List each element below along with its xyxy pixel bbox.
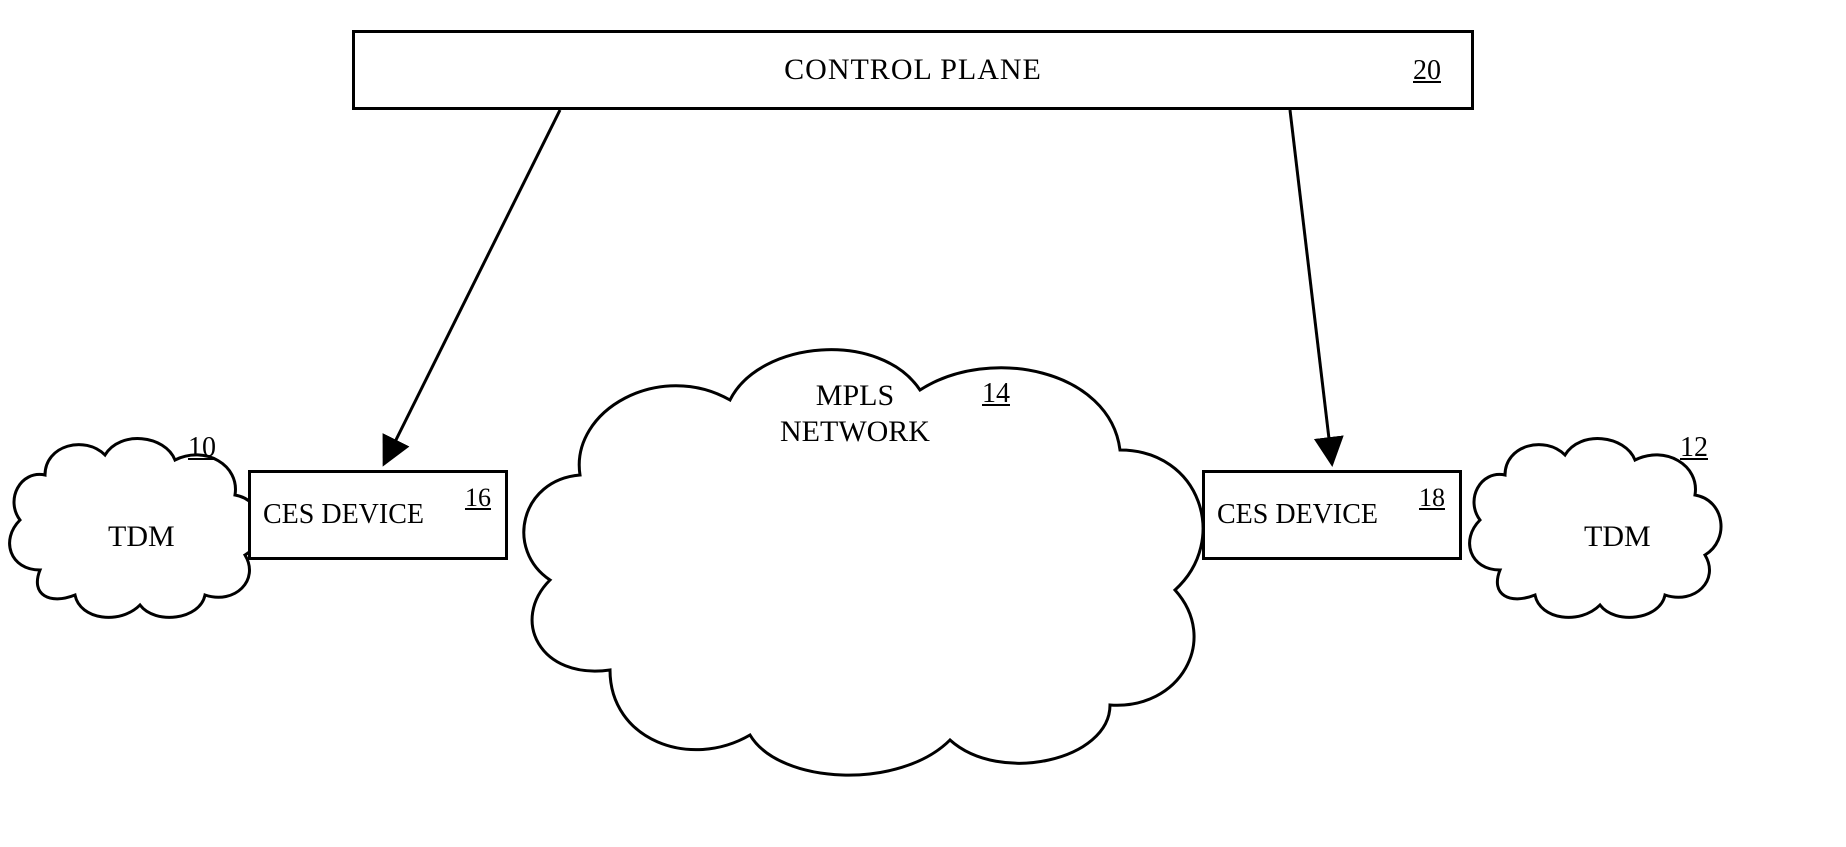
arrow-to-ces-left bbox=[0, 0, 1846, 847]
network-diagram: CONTROL PLANE 20 TDM 10 MPLS NETWORK 14 … bbox=[0, 0, 1846, 847]
